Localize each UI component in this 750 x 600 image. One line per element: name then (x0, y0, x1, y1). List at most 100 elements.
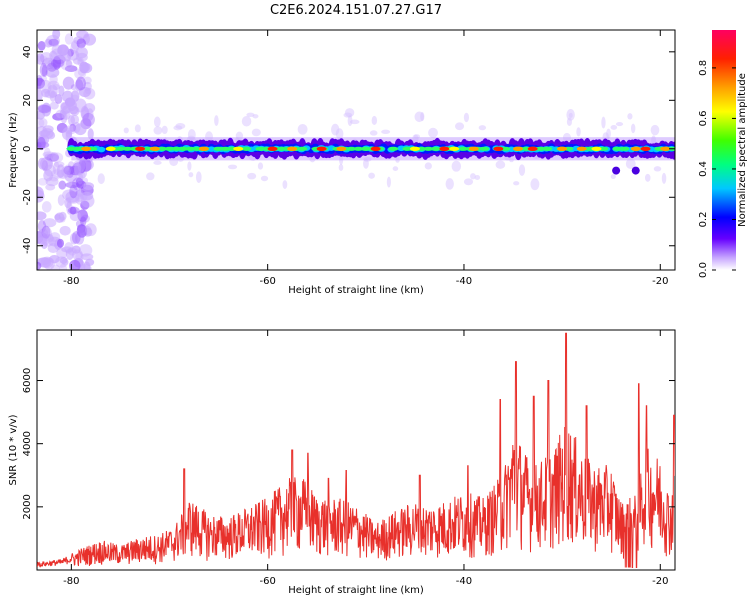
noise-patch (153, 160, 162, 165)
band-cell (241, 146, 252, 151)
noise-patch (63, 165, 75, 176)
band-hot-spot (512, 146, 523, 151)
colorbar-tick-label: 0.2 (698, 212, 709, 228)
band-hot-spot (468, 146, 479, 151)
snr-y-axis: 2000 4000 6000 (22, 368, 675, 520)
noise-patch (77, 264, 92, 270)
noise-patch (49, 74, 58, 85)
noise-patch (37, 117, 45, 129)
noise-patch (347, 115, 353, 127)
band-cell (500, 146, 511, 151)
band-hot-spot (316, 146, 327, 151)
noise-patch (463, 178, 474, 186)
noise-patch (474, 174, 481, 180)
noise-patch (61, 259, 69, 266)
noise-patch (227, 164, 238, 170)
spectrogram-x-axis: -80 -60 -40 -20 (63, 30, 668, 287)
snr-x-label: Height of straight line (km) (288, 585, 424, 596)
noise-patch (41, 225, 51, 239)
y-tick-label: -20 (22, 189, 33, 205)
band-cell (213, 146, 224, 151)
y-tick-label: -40 (22, 238, 33, 254)
noise-patch (49, 91, 57, 102)
noise-patch (65, 181, 79, 189)
band-cell (185, 146, 196, 151)
noise-patch (650, 124, 660, 136)
noise-patch (43, 169, 54, 182)
band-cell (430, 146, 441, 151)
noise-patch (37, 88, 43, 102)
band-hot-spot (660, 146, 671, 151)
noise-patch (62, 90, 74, 103)
band-hot-spot (287, 146, 298, 151)
noise-patch (52, 112, 65, 121)
noise-patch (41, 201, 52, 213)
noise-patch (247, 172, 257, 180)
band-cell (353, 146, 364, 151)
noise-patch (463, 112, 470, 123)
x-tick-label: -80 (63, 276, 79, 287)
noise-patch (45, 183, 56, 191)
band-cell (458, 146, 469, 151)
noise-patch (57, 194, 65, 206)
colorbar-tick-label: 0.0 (698, 262, 709, 278)
band-cell (122, 146, 133, 151)
noise-patch (64, 65, 78, 73)
noise-patch (59, 257, 68, 264)
x-tick-label: -80 (63, 576, 79, 587)
noise-patch (37, 104, 52, 113)
noise-patch (568, 112, 573, 118)
band-cell (584, 146, 595, 151)
snr-series-line (37, 332, 675, 568)
noise-patch (44, 164, 56, 177)
noise-patch (59, 225, 71, 236)
noise-patch (67, 247, 77, 256)
noise-patch (530, 178, 540, 191)
band-hot-spot (267, 146, 278, 151)
noise-patch (392, 166, 399, 171)
band-cell (360, 146, 371, 151)
noise-patch (46, 153, 60, 162)
noise-patch (59, 263, 68, 270)
colorbar-label: Normalized spectral amplitude (737, 73, 748, 227)
noise-patch (630, 123, 636, 134)
y-tick-label: 20 (22, 94, 33, 107)
noise-patch (134, 124, 141, 133)
noise-patch (153, 116, 161, 128)
noise-patch (49, 152, 59, 162)
noise-patch (335, 128, 344, 140)
noise-patch (76, 38, 86, 49)
band-hot-spot (557, 146, 568, 151)
noise-patch (43, 159, 53, 167)
band-hot-spot (105, 146, 116, 151)
noise-patch (37, 74, 43, 87)
noise-patch (214, 115, 219, 126)
noise-patch (52, 56, 62, 70)
noise-patch (175, 122, 186, 130)
band-cell (402, 146, 413, 151)
noise-patch (68, 259, 81, 270)
noise-patch (82, 62, 91, 72)
band-cell (542, 146, 553, 151)
band-cell (612, 146, 623, 151)
noise-patch (45, 67, 60, 78)
noise-patch (470, 173, 476, 180)
band-hot-spot (591, 146, 602, 151)
band-hot-spot (493, 146, 504, 151)
noise-patch (78, 172, 86, 179)
noise-patch (75, 76, 86, 91)
noise-patch (37, 189, 45, 203)
noise-patch (576, 127, 581, 137)
noise-patch (84, 87, 92, 95)
noise-patch (56, 247, 68, 259)
noise-patch (344, 108, 355, 118)
spectrogram-y-axis: -40 -20 0 20 40 (22, 45, 675, 254)
noise-patch (54, 94, 63, 104)
noise-patch (37, 211, 47, 221)
noise-patch (83, 76, 92, 85)
x-tick-label: -40 (456, 576, 472, 587)
noise-patch (82, 112, 95, 127)
noise-patch (187, 161, 192, 171)
snr-y-label: SNR (10 * v/v) (8, 414, 19, 485)
band-cell (479, 146, 490, 151)
